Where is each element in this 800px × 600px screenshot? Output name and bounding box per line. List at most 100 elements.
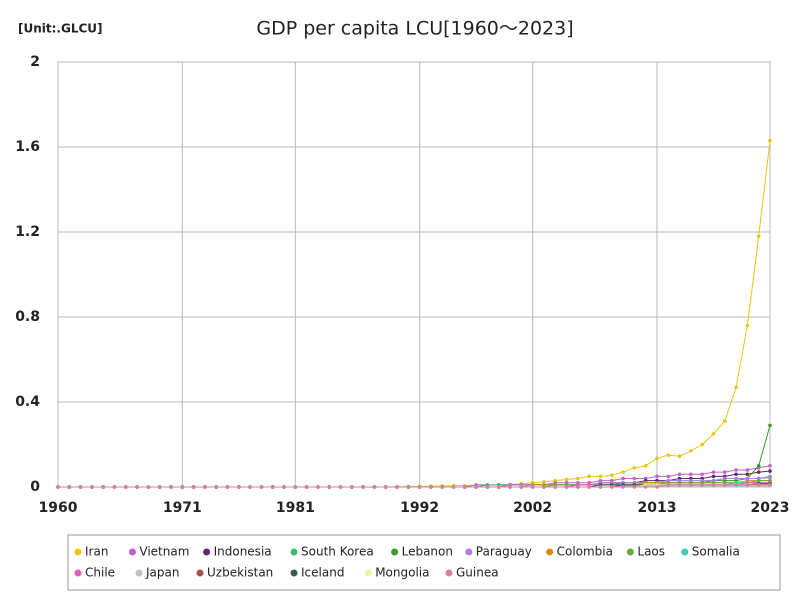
data-point [655, 485, 659, 489]
data-point [406, 485, 411, 489]
data-point [745, 323, 750, 328]
x-tick-label: 1981 [276, 500, 315, 516]
data-point [621, 476, 625, 481]
data-point [542, 485, 546, 489]
data-point [711, 474, 716, 479]
data-point [214, 485, 219, 489]
legend-label: Uzbekistan [207, 566, 273, 580]
data-point [734, 385, 738, 389]
legend-marker [135, 569, 143, 577]
data-point [530, 485, 535, 489]
y-tick-label: 0 [30, 479, 40, 495]
data-point [609, 473, 614, 478]
legend-label: Paraguay [476, 545, 532, 559]
data-point [270, 485, 275, 489]
data-point [632, 476, 637, 481]
series-line [58, 140, 771, 488]
legend-marker [290, 569, 298, 577]
data-point [768, 469, 772, 473]
y-tick-label: 1.2 [15, 224, 40, 240]
data-point [632, 466, 637, 470]
legend-marker [465, 548, 473, 556]
legend-marker [546, 548, 554, 556]
data-point [576, 476, 580, 481]
data-point [564, 485, 569, 489]
x-tick-label: 1971 [163, 500, 202, 516]
x-tick-label: 1992 [400, 500, 439, 516]
data-point [768, 138, 772, 143]
legend-label: South Korea [301, 545, 374, 559]
y-tick-label: 0.4 [15, 394, 40, 410]
legend-label: Iran [85, 545, 108, 559]
data-point [237, 485, 241, 489]
data-point [700, 483, 704, 487]
data-point [655, 456, 659, 461]
data-point [756, 470, 761, 474]
data-point [485, 485, 490, 489]
legend-marker [128, 548, 136, 556]
data-point [609, 485, 614, 489]
data-point [496, 485, 501, 489]
data-point [655, 474, 659, 479]
data-point [429, 485, 433, 489]
legend-marker [74, 548, 82, 556]
data-point [395, 485, 399, 489]
x-tick-label: 2013 [637, 500, 676, 516]
data-point [768, 423, 772, 428]
data-point [180, 485, 185, 489]
data-point [745, 483, 750, 487]
data-point [361, 485, 365, 489]
data-point [417, 485, 422, 489]
data-point [734, 468, 738, 472]
data-point [689, 483, 693, 487]
chart-title: GDP per capita LCU[1960～2023] [256, 18, 573, 40]
data-point [169, 485, 173, 489]
x-tick-label: 2023 [751, 500, 790, 516]
data-point [689, 449, 693, 453]
data-point [643, 485, 648, 489]
x-tick-label: 2002 [513, 500, 552, 516]
legend-marker [445, 569, 453, 577]
data-point [768, 483, 772, 487]
data-point [293, 485, 298, 489]
x-tick-label: 1960 [39, 500, 78, 516]
data-point [553, 485, 558, 489]
data-point [598, 474, 603, 479]
data-point [90, 485, 94, 489]
data-point [700, 472, 704, 477]
data-point [598, 485, 603, 489]
data-point [383, 485, 388, 489]
data-point [191, 485, 196, 489]
legend-label: Indonesia [214, 545, 272, 559]
unit-label: [Unit:.GLCU] [18, 22, 103, 36]
legend-label: Iceland [301, 566, 344, 580]
data-point [338, 485, 343, 489]
data-point [440, 485, 445, 489]
data-point [632, 485, 637, 489]
data-point [146, 485, 151, 489]
data-point [711, 432, 716, 436]
legend-marker [290, 548, 298, 556]
data-point [451, 485, 456, 489]
data-point [745, 468, 750, 472]
legend-marker [203, 548, 211, 556]
legend-marker [626, 548, 634, 556]
data-point [56, 485, 60, 489]
legend-label: Japan [145, 566, 179, 580]
data-point [666, 483, 671, 487]
data-point [316, 485, 320, 489]
legend-label: Colombia [557, 545, 613, 559]
data-point [711, 470, 716, 474]
data-point [67, 485, 72, 489]
data-point [621, 485, 625, 489]
legend-marker [196, 569, 204, 577]
legend-marker [74, 569, 82, 577]
data-point [734, 472, 738, 477]
data-point [508, 485, 512, 489]
data-point [124, 485, 128, 489]
data-point [722, 470, 727, 474]
data-point [711, 483, 716, 487]
legend-marker [391, 548, 399, 556]
data-point [327, 485, 332, 489]
data-point [157, 485, 162, 489]
